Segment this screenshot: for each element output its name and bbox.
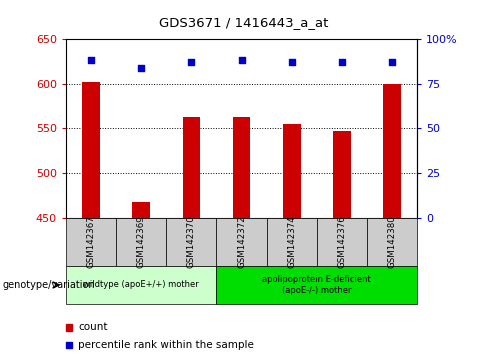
Point (87, 58, 95, 63)
Point (388, 59, 396, 65)
Point (137, 65, 145, 70)
Bar (233, 117, 250, 218)
Text: wildtype (apoE+/+) mother: wildtype (apoE+/+) mother (83, 280, 199, 290)
Point (238, 58, 245, 63)
Point (187, 59, 195, 65)
Text: GSM142380: GSM142380 (387, 215, 397, 268)
Text: GSM142372: GSM142372 (237, 215, 246, 268)
Text: percentile rank within the sample: percentile rank within the sample (78, 340, 254, 350)
Bar (283, 124, 301, 218)
Text: apolipoprotein E-deficient
(apoE-/-) mother: apolipoprotein E-deficient (apoE-/-) mot… (263, 275, 371, 295)
Text: count: count (78, 322, 108, 332)
Text: GSM142367: GSM142367 (86, 215, 96, 268)
Text: GSM142369: GSM142369 (137, 215, 146, 268)
Text: GSM142374: GSM142374 (287, 215, 296, 268)
Text: GSM142370: GSM142370 (187, 215, 196, 268)
Bar (183, 117, 200, 218)
Text: GDS3671 / 1416443_a_at: GDS3671 / 1416443_a_at (159, 16, 329, 29)
Bar (82, 82, 100, 218)
Bar (384, 84, 401, 218)
Bar (132, 202, 150, 218)
Point (288, 59, 296, 65)
Bar (333, 131, 351, 218)
Text: genotype/variation: genotype/variation (2, 280, 95, 290)
Point (338, 59, 346, 65)
Text: GSM142376: GSM142376 (337, 215, 346, 268)
